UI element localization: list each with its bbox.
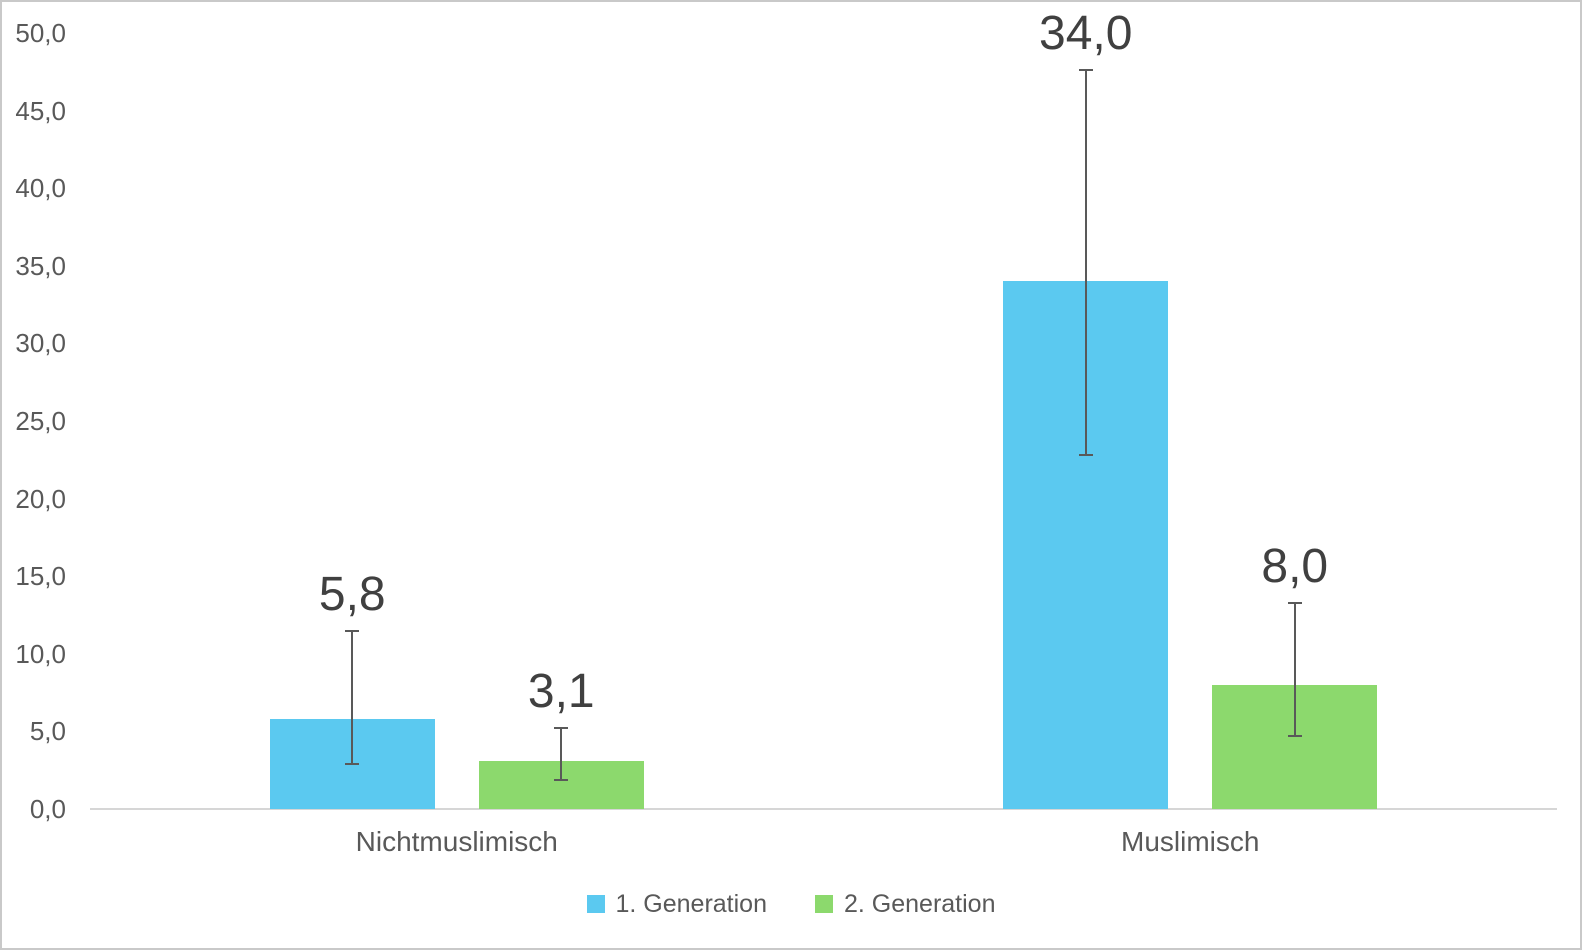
legend-label: 2. Generation — [844, 889, 996, 918]
y-tick-label: 5,0 — [29, 716, 66, 747]
y-tick-label: 50,0 — [15, 18, 66, 48]
data-label: 5,8 — [318, 567, 386, 621]
category-label-muslimisch: Muslimisch — [1121, 826, 1260, 857]
y-tick-label: 15,0 — [15, 561, 66, 592]
y-tick-label: 30,0 — [15, 328, 66, 359]
error-bar-line — [1084, 70, 1087, 456]
error-bar-cap-bottom — [1287, 735, 1302, 738]
y-tick-label: 0,0 — [29, 794, 66, 824]
y-tick-label: 45,0 — [15, 95, 66, 126]
y-tick-label: 35,0 — [15, 250, 66, 281]
error-bar-cap-bottom — [1078, 454, 1093, 457]
y-tick-label: 25,0 — [15, 406, 66, 436]
data-label: 3,1 — [527, 665, 595, 719]
legend-swatch-icon — [815, 895, 833, 913]
x-axis-line — [90, 808, 1557, 810]
legend-item-series-1: 1. Generation — [586, 889, 768, 919]
legend: 1. Generation 2. Generation — [2, 882, 1580, 926]
error-bar-line — [560, 728, 563, 780]
y-tick-label: 40,0 — [15, 173, 66, 204]
error-bar-cap-top — [1287, 601, 1302, 604]
data-label: 34,0 — [1039, 7, 1133, 61]
category-label-nichtmuslimisch: Nichtmuslimisch — [355, 826, 558, 857]
error-bar-cap-top — [345, 629, 360, 632]
error-bar-line — [1293, 602, 1296, 737]
y-tick-label: 20,0 — [15, 483, 66, 514]
data-label: 8,0 — [1261, 539, 1329, 593]
legend-item-series-2: 2. Generation — [815, 890, 996, 919]
error-bar-cap-top — [554, 727, 569, 730]
error-bar-line — [351, 630, 354, 764]
legend-label: 1. Generation — [615, 889, 768, 918]
legend-swatch-icon — [586, 895, 605, 913]
y-tick-label: 10,0 — [15, 638, 66, 669]
error-bar-cap-bottom — [554, 778, 569, 781]
error-bar-cap-bottom — [345, 762, 360, 765]
error-bar-cap-top — [1078, 69, 1093, 72]
